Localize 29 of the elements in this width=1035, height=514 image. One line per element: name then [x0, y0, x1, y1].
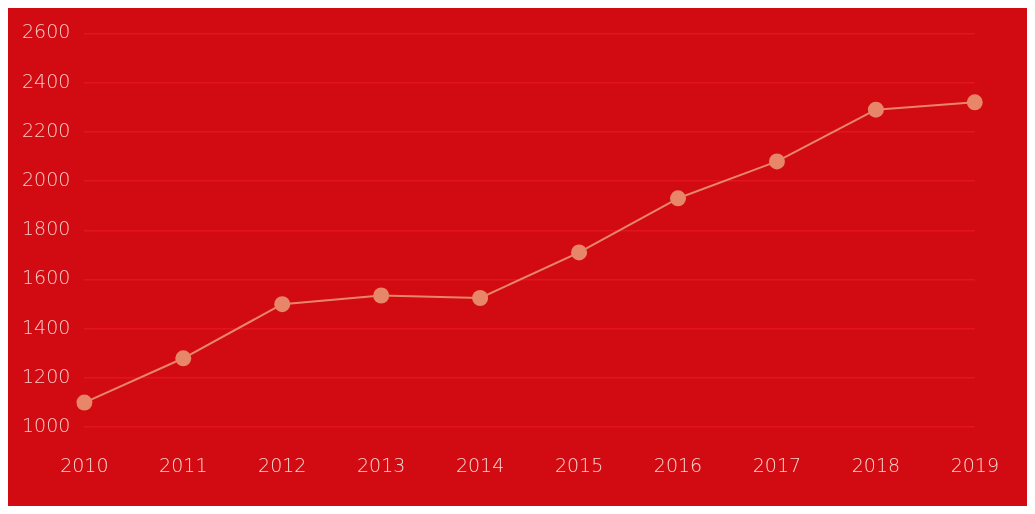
y-tick-label: 2000 — [21, 168, 71, 191]
x-tick-label: 2017 — [752, 453, 802, 476]
point — [373, 287, 390, 304]
point — [175, 350, 192, 367]
y-tick-label: 1000 — [21, 414, 71, 437]
x-tick-label: 2011 — [159, 453, 208, 476]
point — [472, 289, 489, 306]
point — [966, 94, 983, 111]
point — [768, 153, 785, 170]
x-tick-label: 2012 — [258, 453, 307, 476]
y-tick-label: 2400 — [21, 69, 71, 92]
point — [670, 190, 686, 207]
point — [571, 244, 588, 261]
y-tick-label: 2600 — [21, 20, 71, 43]
x-tick-label: 2015 — [554, 453, 604, 476]
x-tick-label: 2010 — [60, 453, 109, 476]
x-tick-label: 2018 — [851, 453, 901, 476]
point — [274, 296, 291, 313]
x-tick-label: 2019 — [950, 453, 999, 476]
x-tick-label: 2013 — [357, 453, 406, 476]
y-tick-label: 1200 — [21, 364, 71, 387]
y-tick-label: 2200 — [21, 118, 71, 141]
point — [76, 394, 93, 411]
x-tick-label: 2014 — [455, 453, 505, 476]
y-tick-label: 1600 — [21, 266, 71, 289]
y-tick-label: 1400 — [21, 315, 71, 338]
y-tick-label: 1800 — [21, 217, 71, 240]
x-tick-label: 2016 — [653, 453, 703, 476]
point — [867, 101, 884, 118]
